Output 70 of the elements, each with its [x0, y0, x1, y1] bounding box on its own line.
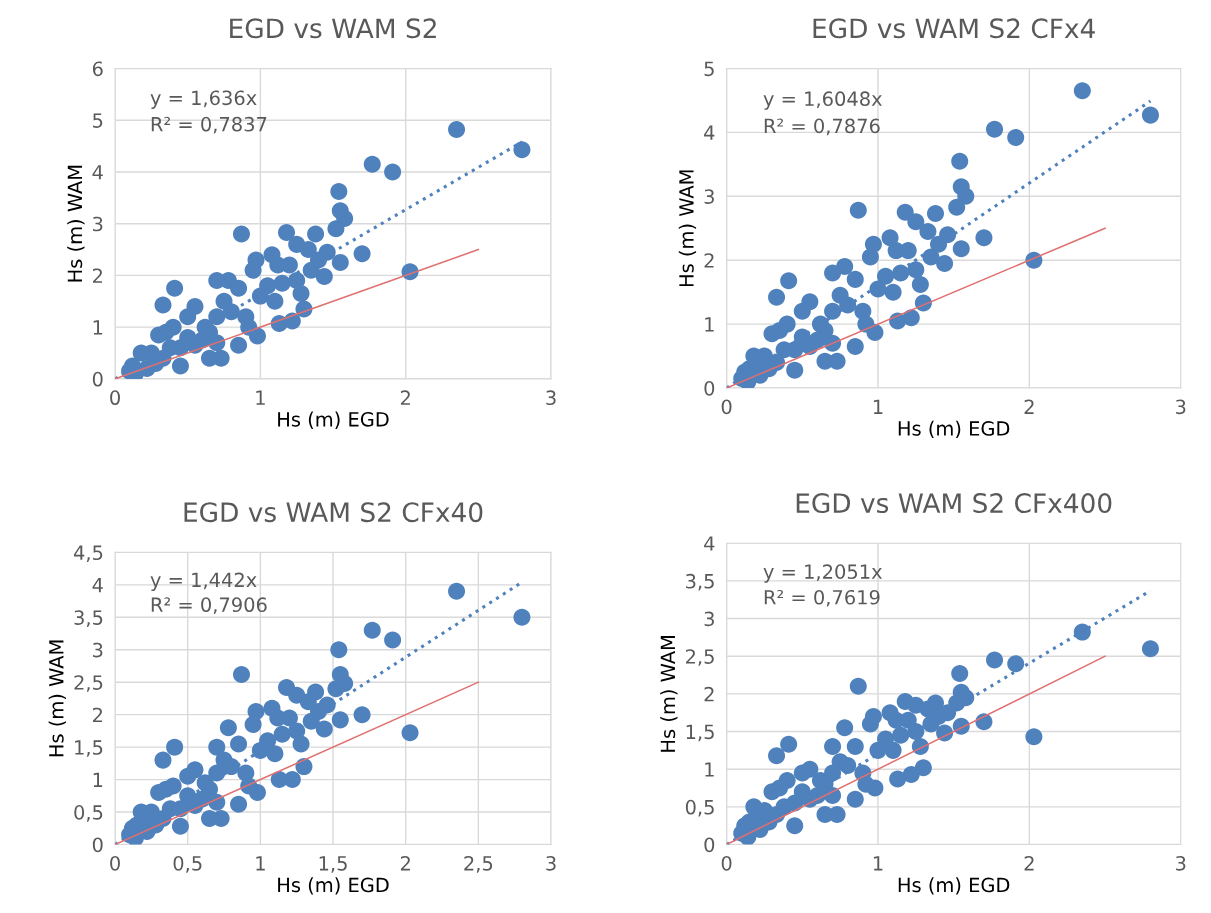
- x-tick-label: 0: [721, 855, 732, 871]
- x-tick-label: 1: [873, 399, 883, 414]
- x-axis-title: Hs (m) EGD: [898, 877, 1010, 895]
- y-tick-label: 1: [705, 762, 714, 777]
- y-tick-label: 4: [704, 125, 715, 140]
- y-axis-title: Hs (m) WAM: [48, 640, 66, 757]
- y-tick-label: 3: [93, 642, 103, 658]
- y-tick-label: 2: [704, 686, 714, 702]
- y-tick-label: 6: [92, 61, 103, 77]
- y-tick-label: 3,5: [686, 573, 714, 591]
- annotation: R² = 0,7837: [151, 116, 267, 134]
- y-tick-label: 1,5: [686, 724, 714, 742]
- y-tick-label: 0: [92, 837, 103, 853]
- annotation: y = 1,636x: [150, 90, 257, 109]
- y-tick-label: 0: [92, 371, 103, 387]
- x-tick-label: 0: [110, 855, 120, 871]
- x-tick-label: 2: [1024, 855, 1034, 871]
- y-tick-label: 4,5: [73, 545, 103, 563]
- annotation: y = 1,2051x: [763, 564, 882, 583]
- x-tick-label: 1: [873, 856, 883, 871]
- chart-title: EGD vs WAM S2 CFx40: [184, 502, 483, 523]
- chart-title: EGD vs WAM S2 CFx4: [813, 18, 1095, 39]
- y-tick-label: 1: [93, 320, 103, 335]
- y-axis-title: Hs (m) WAM: [67, 165, 85, 282]
- chart-title: EGD vs WAM S2: [230, 18, 436, 39]
- x-axis-title: Hs (m) EGD: [278, 411, 389, 429]
- y-tick-label: 2: [92, 707, 102, 723]
- annotation: R² = 0,7619: [764, 589, 880, 607]
- annotation: y = 1,6048x: [763, 91, 882, 110]
- y-tick-label: 3,5: [74, 610, 103, 627]
- y-tick-label: 4: [92, 165, 103, 180]
- x-tick-label: 1,5: [319, 856, 347, 873]
- x-tick-label: 3: [546, 390, 556, 406]
- x-tick-label: 2: [400, 390, 410, 405]
- x-tick-label: 1: [256, 856, 265, 871]
- y-axis-title: Hs (m) WAM: [660, 636, 678, 752]
- x-tick-label: 2,5: [464, 855, 493, 873]
- x-tick-label: 3: [546, 855, 556, 871]
- y-tick-label: 5: [704, 61, 714, 77]
- y-tick-label: 1,5: [75, 740, 103, 757]
- x-tick-label: 3: [1176, 399, 1186, 415]
- y-tick-label: 2: [704, 253, 714, 268]
- y-tick-label: 1: [93, 772, 103, 787]
- y-axis-title: Hs (m) WAM: [678, 170, 697, 287]
- annotation: y = 1,442x: [150, 572, 257, 591]
- x-tick-label: 1: [256, 390, 265, 405]
- chart-title: EGD vs WAM S2 CFx400: [796, 493, 1112, 514]
- y-tick-label: 0,5: [74, 805, 103, 822]
- x-axis-title: Hs (m) EGD: [898, 420, 1010, 439]
- y-tick-label: 3: [704, 611, 714, 627]
- y-tick-label: 3: [93, 216, 103, 232]
- x-tick-label: 0,5: [173, 855, 202, 873]
- x-tick-label: 0: [721, 399, 732, 415]
- y-tick-label: 5: [93, 113, 103, 128]
- y-tick-label: 4: [92, 578, 103, 593]
- y-tick-label: 3: [704, 189, 714, 204]
- y-tick-label: 2,5: [74, 675, 103, 692]
- annotation: R² = 0,7876: [764, 118, 880, 136]
- x-tick-label: 0: [110, 390, 120, 406]
- y-tick-label: 2,5: [685, 649, 714, 666]
- annotation: R² = 0,7906: [151, 597, 267, 615]
- y-tick-label: 2: [92, 268, 102, 283]
- y-tick-label: 1: [705, 317, 714, 332]
- y-tick-label: 4: [704, 536, 715, 551]
- x-tick-label: 3: [1176, 855, 1186, 871]
- x-axis-title: Hs (m) EGD: [278, 877, 389, 895]
- x-tick-label: 2: [1024, 399, 1034, 414]
- y-tick-label: 0,5: [685, 799, 714, 817]
- x-tick-label: 2: [400, 855, 410, 871]
- y-tick-label: 0: [704, 837, 715, 853]
